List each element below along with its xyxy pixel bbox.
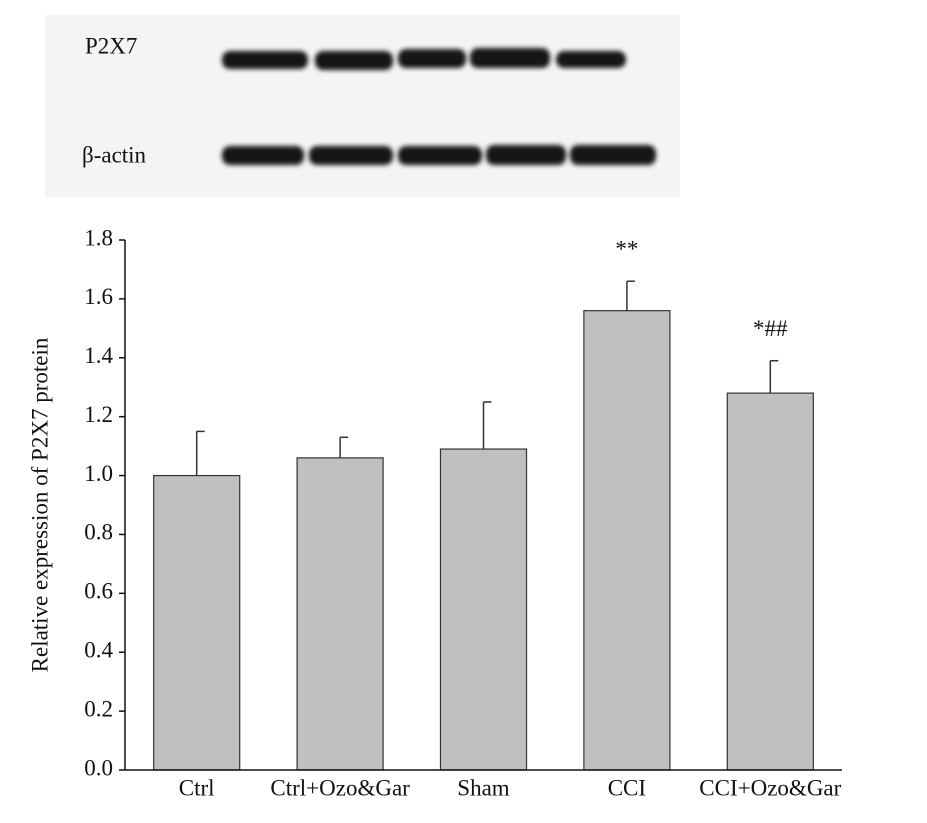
x-tick-label: Sham [457,775,510,800]
blot-panel [45,15,680,197]
x-tick-label: Ctrl+Ozo&Gar [270,775,410,800]
band [222,51,308,69]
bar [726,392,814,771]
y-tick-label: 1.8 [84,225,113,250]
y-tick-label: 1.2 [84,402,113,427]
y-tick-label: 0.0 [84,755,113,780]
y-tick-label: 0.8 [84,520,113,545]
y-axis-label: Relative expression of P2X7 protein [27,337,52,672]
blot-label: P2X7 [85,33,137,58]
blot-label: β-actin [82,142,147,167]
y-tick-label: 0.6 [84,579,113,604]
band [486,145,566,165]
x-tick-label: CCI+Ozo&Gar [699,775,841,800]
bar [153,474,241,771]
band [222,146,304,165]
y-tick-label: 0.2 [84,696,113,721]
band [398,49,466,68]
y-tick-label: 1.4 [84,343,113,368]
bar [439,448,528,771]
annotation: ** [615,237,638,262]
x-tick-label: CCI [608,775,646,800]
band [556,51,626,68]
band [315,51,393,70]
band [470,48,550,68]
y-tick-label: 0.4 [84,638,113,663]
band [309,146,393,165]
bar [296,457,384,771]
annotation: *## [753,316,788,341]
y-tick-label: 1.0 [84,461,113,486]
y-tick-label: 1.6 [84,284,113,309]
band [570,145,656,165]
band [398,146,482,165]
x-tick-label: Ctrl [179,775,215,800]
bar [583,310,671,771]
blot-bands [222,48,656,165]
